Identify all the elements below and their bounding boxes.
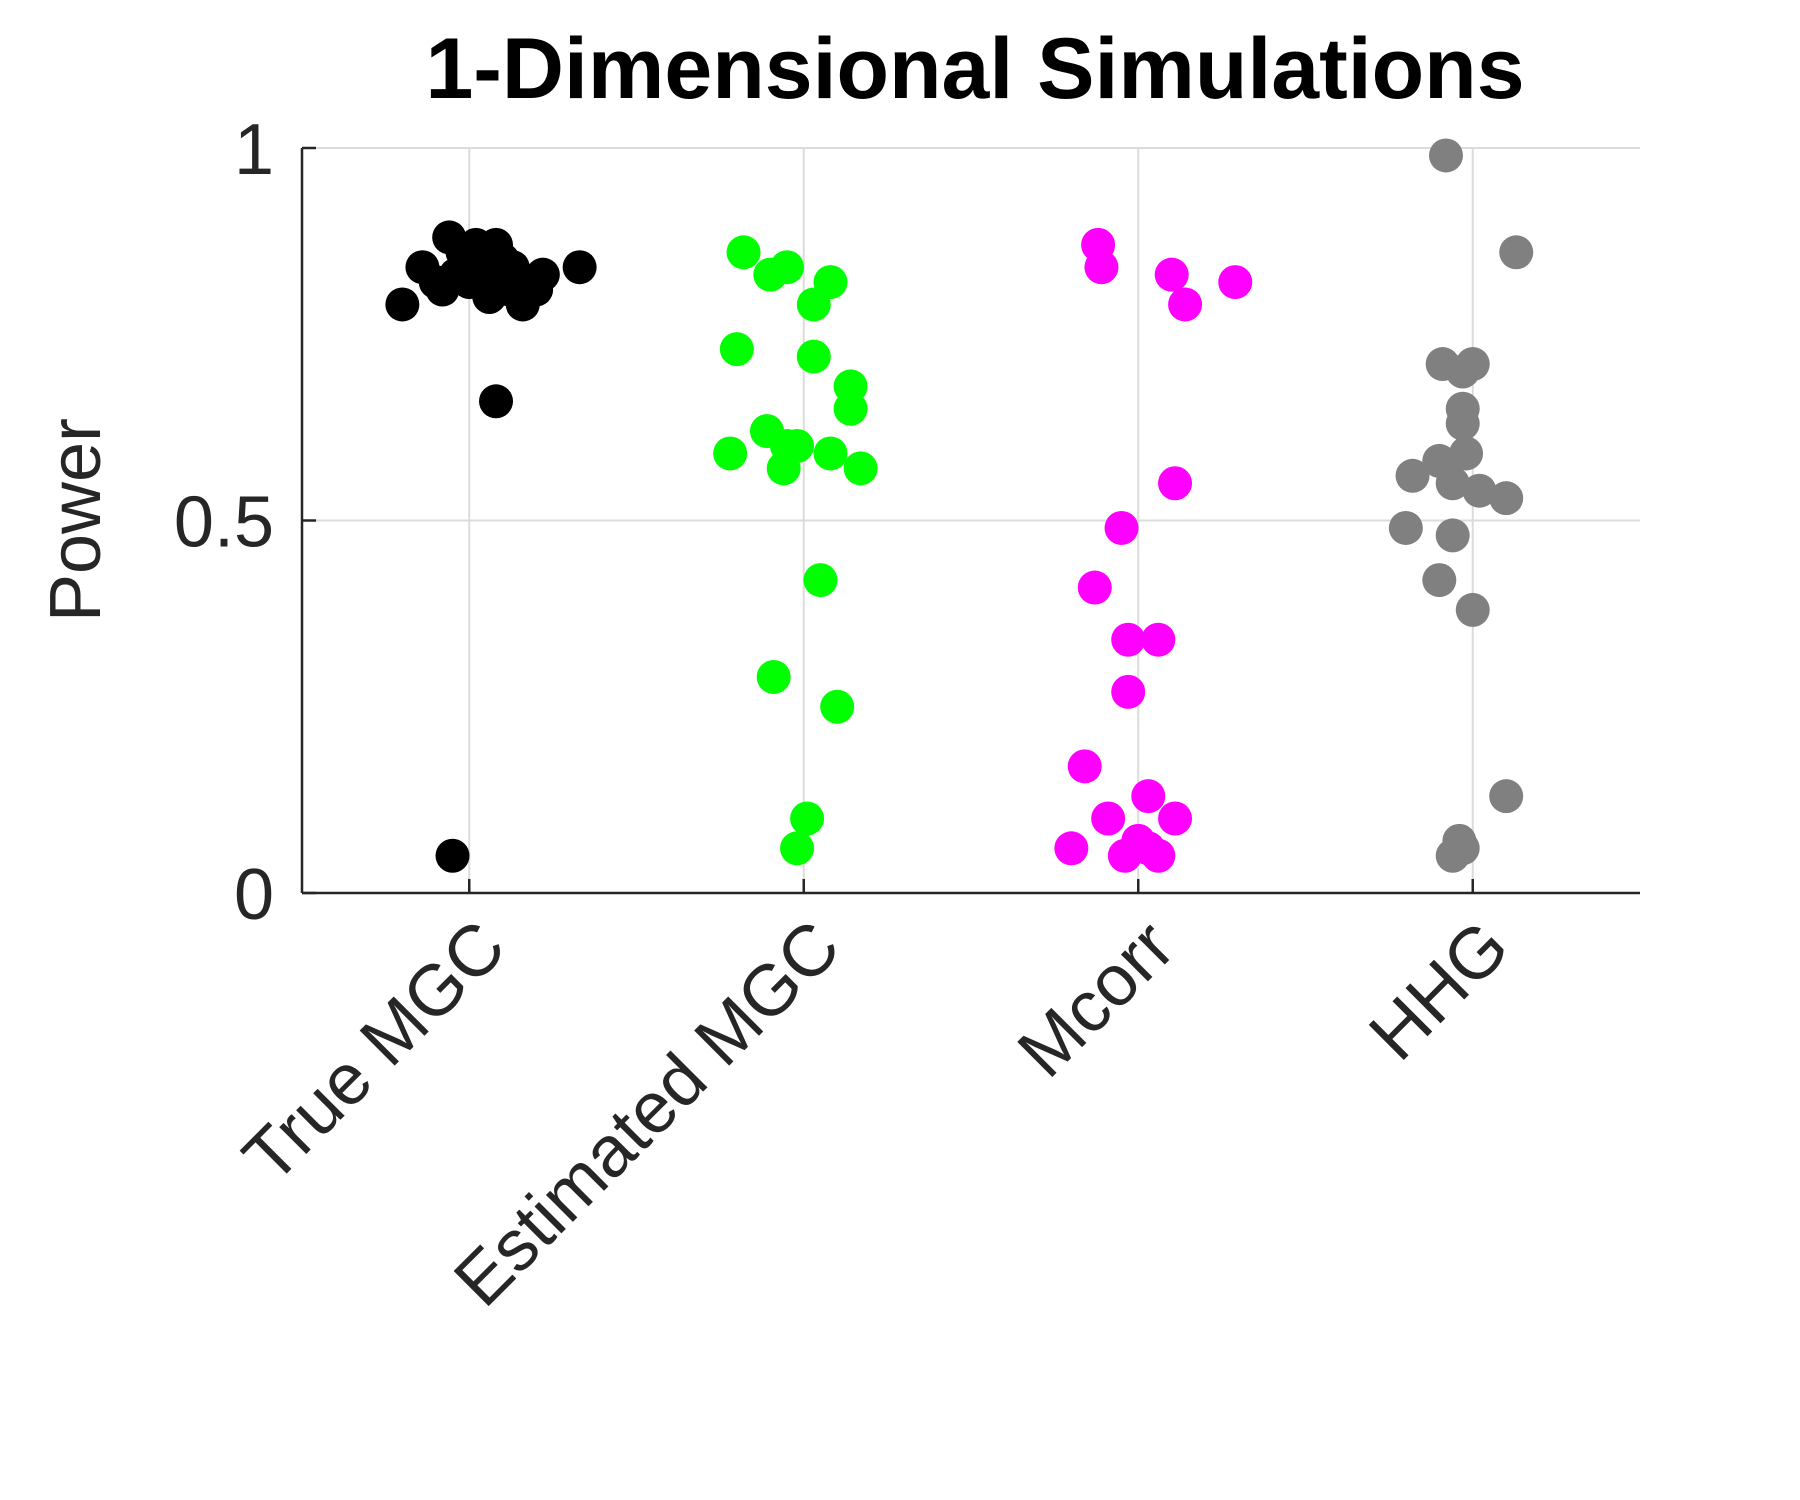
data-point (562, 250, 597, 285)
data-point (1111, 674, 1146, 709)
data-point (790, 801, 825, 836)
data-point (1141, 838, 1176, 873)
data-point (1435, 838, 1470, 873)
data-point (1462, 473, 1497, 508)
data-point (1111, 622, 1146, 657)
data-point (1154, 257, 1189, 292)
data-point (525, 257, 560, 292)
x-tick-label: HHG (1354, 906, 1524, 1076)
data-point (813, 265, 848, 300)
data-point (1499, 235, 1534, 270)
y-tick-label: 1 (234, 110, 274, 190)
data-point (719, 332, 754, 367)
data-point (843, 451, 878, 486)
data-point (435, 838, 470, 873)
x-tick-label: True MGC (228, 906, 520, 1198)
data-point (385, 287, 420, 322)
data-point (1084, 250, 1119, 285)
data-point (1091, 801, 1126, 836)
data-point (1168, 287, 1203, 322)
data-point (780, 831, 815, 866)
y-tick-labels: 00.51 (174, 110, 274, 935)
data-point (1067, 749, 1102, 784)
data-point (1435, 466, 1470, 501)
data-point (479, 384, 514, 419)
data-point (1054, 831, 1089, 866)
data-point (756, 659, 791, 694)
data-point (1077, 570, 1112, 605)
data-point (770, 250, 805, 285)
data-point (1158, 801, 1193, 836)
data-point (796, 339, 831, 374)
axes (300, 146, 1640, 895)
y-axis-label: Power (36, 418, 116, 622)
data-point (1489, 779, 1524, 814)
data-point (726, 235, 761, 270)
data-point (1449, 436, 1484, 471)
x-tick-label: Mcorr (1003, 906, 1190, 1093)
data-point (833, 391, 868, 426)
data-point (766, 451, 801, 486)
y-tick-label: 0 (234, 855, 274, 935)
y-tick-label: 0.5 (174, 483, 274, 563)
data-point (1104, 510, 1139, 545)
data-point (1435, 518, 1470, 553)
data-point (1141, 622, 1176, 657)
data-point (1455, 347, 1490, 382)
data-point (1395, 458, 1430, 493)
data-point (1388, 510, 1423, 545)
data-points (385, 138, 1534, 873)
data-point (1455, 592, 1490, 627)
data-point (1158, 466, 1193, 501)
data-point (1131, 779, 1166, 814)
data-point (452, 265, 487, 300)
data-point (713, 436, 748, 471)
data-point (1428, 138, 1463, 173)
data-point (803, 563, 838, 598)
data-point (813, 436, 848, 471)
chart-title: 1-Dimensional Simulations (425, 21, 1524, 117)
data-point (1489, 481, 1524, 516)
data-point (820, 689, 855, 724)
data-point (1445, 406, 1480, 441)
data-point (1422, 563, 1457, 598)
data-point (1218, 265, 1253, 300)
data-point (405, 250, 440, 285)
